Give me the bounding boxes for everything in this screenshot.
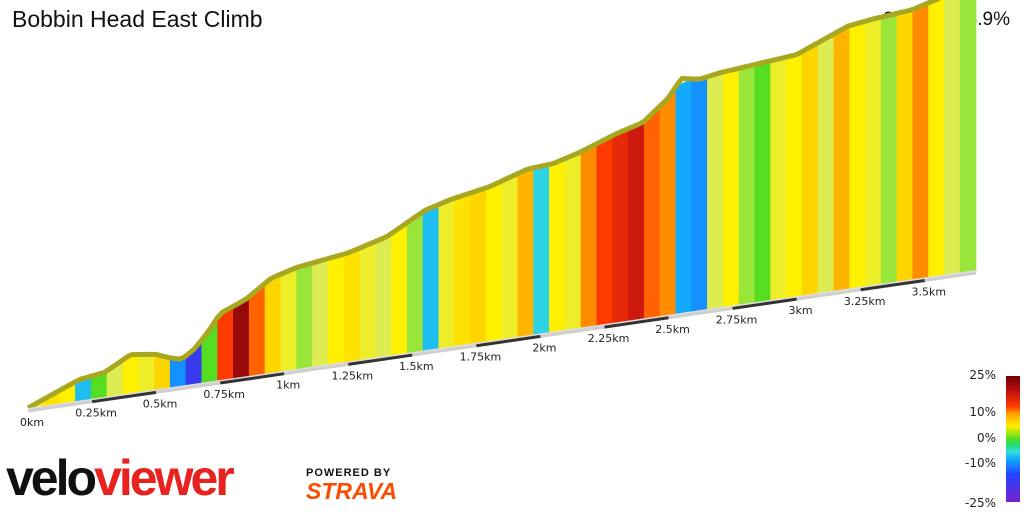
gradient-segment [596,135,613,326]
legend-tick: 0% [976,431,996,445]
distance-band [732,297,797,310]
powered-by-label: POWERED BY [306,467,392,479]
profile-top-lip [26,0,941,411]
gradient-segment [786,51,803,298]
gradient-segment [675,78,692,315]
gradient-segment [485,180,503,342]
distance-band [540,325,605,338]
gradient-segment [280,267,297,372]
distance-band [604,316,669,329]
gradient-segment [865,16,882,287]
logo-viewer: viewer [94,450,235,506]
gradient-segment [580,143,598,328]
gradient-segment [944,0,961,275]
logo-velo: velo [6,450,97,506]
gradient-segment [754,60,771,303]
gradient-segment [343,247,361,363]
gradient-segment [438,197,455,349]
gradient-segment [391,222,408,356]
distance-band [412,344,477,357]
gradient-segment [359,240,376,361]
gradient-segment [928,0,945,278]
gradient-strips [27,0,977,409]
gradient-segment [517,167,534,338]
x-tick-label: 0.75km [203,388,245,401]
x-tick-label: 1.25km [332,369,374,382]
gradient-segment [817,33,835,294]
gradient-segment [770,56,787,301]
gradient-segment [312,258,329,367]
x-tick-label: 3.5km [912,286,947,299]
x-tick-label: 1.5km [399,360,434,373]
gradient-segment [264,273,282,374]
gradient-segment [549,158,566,333]
gradient-segment [296,262,313,370]
gradient-segment [564,151,582,331]
gradient-segment [707,71,724,310]
x-tick-label: 1.75km [460,351,502,364]
distance-band [27,400,93,413]
distance-band [476,334,541,348]
distance-band [155,381,221,394]
distance-band [284,362,349,376]
distance-band [796,288,861,301]
x-tick-label: 3.25km [844,295,886,308]
x-tick-label: 0.5km [143,397,178,410]
x-tick-label: 0km [20,416,44,429]
profile-top-edge [26,0,941,411]
gradient-segment [533,163,550,335]
gradient-segment [422,204,440,351]
x-axis-labels: 0km 0.25km 0.5km 0.75km 1km 1.25km 1.5km 1.75km… [20,286,946,430]
x-tick-label: 3km [789,304,813,317]
gradient-segment [849,20,866,289]
distance-band [668,306,733,320]
gradient-legend: 25% 10% 0% -10% -25% [956,368,1024,510]
gradient-segment [406,211,424,354]
gradient-segment [327,253,345,365]
legend-tick: -10% [964,456,996,470]
gradient-segment [233,295,250,379]
gradient-segment [643,105,661,319]
gradient-segment [959,0,977,273]
veloviewer-logo: veloviewer [6,450,235,506]
distance-band [219,372,285,385]
x-tick-label: 2.75km [716,313,758,326]
gradient-segment [375,233,392,358]
distance-band [91,390,157,404]
powered-by-strava: POWERED BY STRAVA [306,467,397,503]
strava-logo: STRAVA [306,478,398,504]
gradient-segment [833,25,850,292]
x-tick-label: 2.5km [655,323,690,336]
x-tick-label: 0.25km [75,407,117,420]
x-tick-label: 2.25km [588,332,630,345]
x-tick-label: 2km [532,341,556,354]
distance-band [924,271,977,282]
legend-tick: 10% [969,405,996,419]
gradient-segment [722,67,740,308]
gradient-segment [912,2,929,280]
distance-band [348,353,413,366]
gradient-color-scale [1006,376,1020,502]
gradient-segment [138,354,155,393]
legend-tick: -25% [964,496,996,510]
gradient-segment [691,76,708,312]
x-tick-label: 1km [276,379,300,392]
gradient-segment [501,173,519,340]
gradient-segment [659,85,677,317]
gradient-segment [628,120,645,321]
gradient-segment [738,64,756,305]
gradient-segment [896,9,914,282]
gradient-segment [454,192,471,347]
gradient-segment [801,42,819,296]
gradient-segment [880,12,898,285]
page-title: Bobbin Head East Climb [12,6,263,32]
gradient-segment [612,128,629,324]
gradient-segment [470,187,487,344]
distance-band [860,278,925,292]
legend-tick: 25% [969,368,996,382]
profile-base [27,270,977,413]
